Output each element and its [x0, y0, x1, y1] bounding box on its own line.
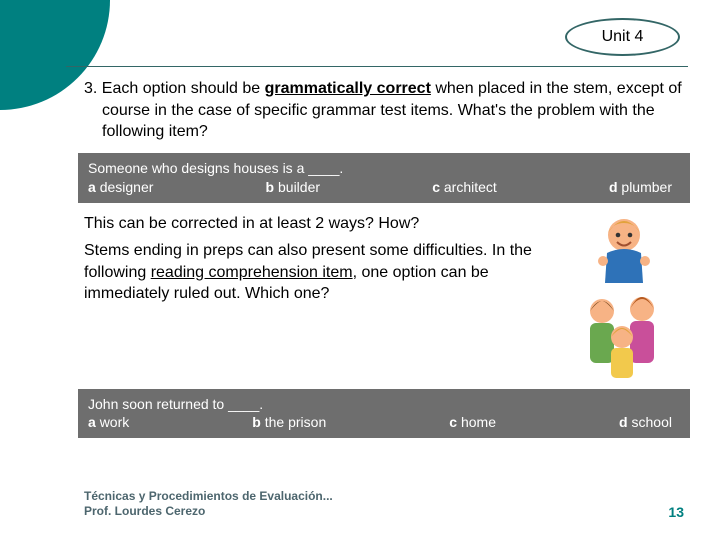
mid-text: This can be corrected in at least 2 ways… [84, 213, 556, 383]
bar1-options: a designer b builder c architect d plumb… [88, 178, 680, 197]
bar2-opt-d: d school [619, 413, 672, 432]
bar1-stem: Someone who designs houses is a ____. [88, 159, 680, 178]
content-area: 3. Each option should be grammatically c… [84, 78, 684, 448]
footer-left: Técnicas y Procedimientos de Evaluación.… [84, 489, 333, 520]
footer-line1: Técnicas y Procedimientos de Evaluación.… [84, 489, 333, 505]
bar1-opt-c: c architect [432, 178, 497, 197]
item-3-text: 3. Each option should be grammatically c… [84, 78, 684, 143]
family-icon [574, 287, 674, 383]
page-number: 13 [668, 504, 684, 520]
item-3-prefix: 3. [84, 80, 102, 97]
bar2-opt-b: b the prison [252, 413, 326, 432]
item-3-emph: grammatically correct [265, 80, 431, 97]
bar2-options: a work b the prison c home d school [88, 413, 680, 432]
mid-p1: This can be corrected in at least 2 ways… [84, 213, 556, 235]
example-bar-1: Someone who designs houses is a ____. a … [78, 153, 690, 203]
bar2-opt-a: a work [88, 413, 129, 432]
footer-line2: Prof. Lourdes Cerezo [84, 504, 333, 520]
bar2-opt-c: c home [449, 413, 496, 432]
footer: Técnicas y Procedimientos de Evaluación.… [84, 489, 684, 520]
unit-label: Unit 4 [602, 28, 644, 46]
bar1-opt-b: b builder [266, 178, 320, 197]
mid-p2: Stems ending in preps can also present s… [84, 240, 556, 305]
boy-icon [591, 213, 657, 283]
bar1-opt-a: a designer [88, 178, 153, 197]
illustrations [564, 213, 684, 383]
bar1-opt-d: d plumber [609, 178, 672, 197]
mid-row: This can be corrected in at least 2 ways… [84, 213, 684, 383]
example-bar-2: John soon returned to ____. a work b the… [78, 389, 690, 439]
unit-badge: Unit 4 [565, 18, 680, 56]
bar2-stem: John soon returned to ____. [88, 395, 680, 414]
item-3-lead: Each option should be [102, 80, 265, 97]
title-divider [66, 66, 688, 67]
